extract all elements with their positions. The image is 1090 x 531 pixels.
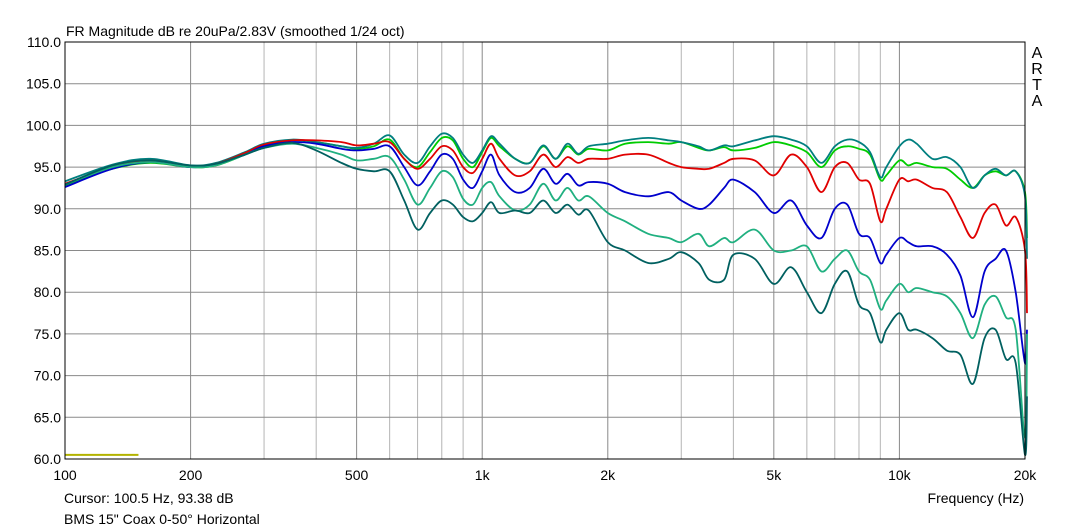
y-tick-label: 85.0 [34,243,61,259]
x-axis-label: Frequency (Hz) [928,490,1024,506]
watermark-letter: R [1031,61,1043,78]
series-line-1 [64,136,1028,239]
watermark-letter: T [1032,77,1042,94]
x-tick-label: 20k [1014,467,1038,483]
x-tick-label: 200 [179,467,203,483]
y-tick-label: 70.0 [34,368,61,384]
x-tick-label: 10k [888,467,912,483]
y-axis-tick-labels: 60.0 65.0 70.0 75.0 80.0 85.0 90.0 95.0 100.0 105… [26,34,61,467]
series-layer [64,132,1028,456]
x-tick-label: 1k [475,467,491,483]
y-tick-label: 100.0 [26,117,61,133]
chart-caption: BMS 15" Coax 0-50° Horizontal [64,511,260,527]
x-tick-label: 2k [600,467,616,483]
y-tick-label: 90.0 [34,201,61,217]
plot-frame [64,41,1026,460]
y-tick-label: 105.0 [26,76,61,92]
cursor-readout: Cursor: 100.5 Hz, 93.38 dB [64,490,234,506]
series-line-2 [64,132,1028,259]
x-tick-label: 5k [766,467,782,483]
y-tick-label: 80.0 [34,284,61,300]
chart-title: FR Magnitude dB re 20uPa/2.83V (smoothed… [66,23,405,39]
y-tick-label: 95.0 [34,159,61,175]
x-tick-label: 100 [53,467,77,483]
y-tick-label: 75.0 [34,326,61,342]
x-axis-tick-labels: 100 200 500 1k 2k 5k 10k 20k [53,467,1037,483]
series-line-6 [64,141,1028,456]
watermark-letter: A [1032,93,1043,110]
watermark-letter: A [1032,45,1043,62]
y-tick-label: 60.0 [34,451,61,467]
series-line-3 [64,139,1028,314]
y-tick-label: 110.0 [27,34,61,50]
x-tick-label: 500 [345,467,369,483]
series-line-5 [64,142,1028,440]
series-line-4 [64,141,1028,365]
y-tick-label: 65.0 [34,409,61,425]
